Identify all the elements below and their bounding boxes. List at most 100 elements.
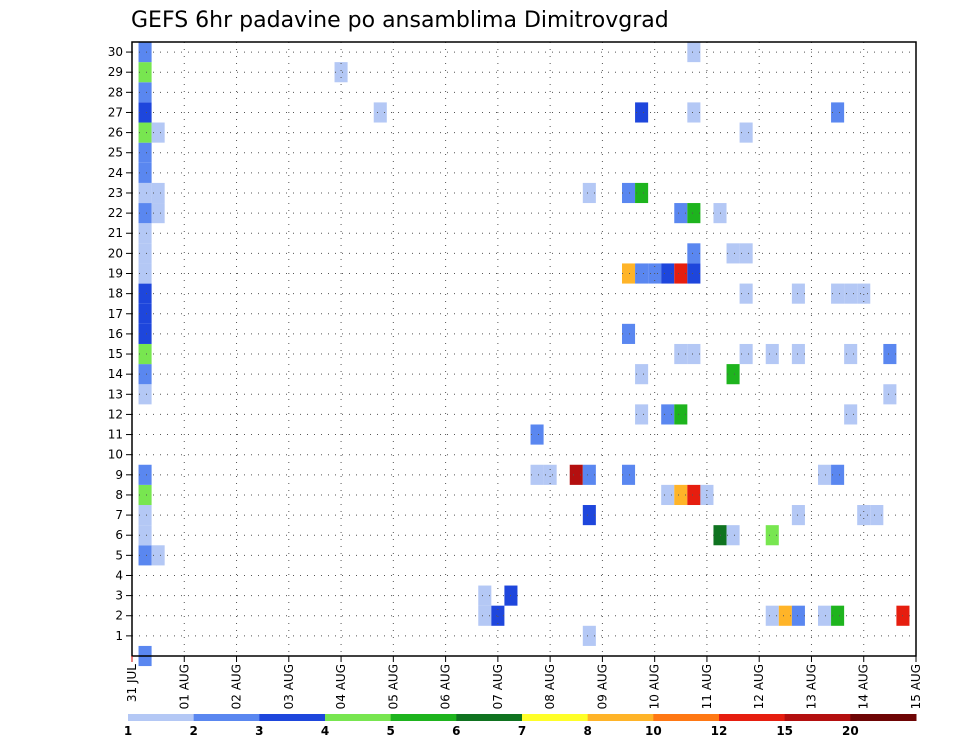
x-tick-label: 04 AUG: [334, 664, 348, 709]
heatmap-cell: [687, 343, 701, 365]
heatmap-cells: [138, 42, 910, 667]
heatmap-cell: [138, 62, 152, 83]
y-tick-label: 21: [108, 226, 123, 240]
heatmap-cell: [883, 343, 897, 365]
heatmap-cell: [138, 364, 152, 385]
heatmap-cell: [138, 384, 152, 405]
heatmap-cell: [791, 343, 805, 365]
heatmap-cell: [138, 182, 152, 204]
heatmap-cell: [687, 484, 701, 506]
x-tick-label: 12 AUG: [752, 664, 766, 709]
heatmap-cell: [582, 464, 596, 485]
heatmap-cell: [569, 464, 583, 485]
heatmap-cell: [622, 263, 636, 284]
x-tick-label: 15 AUG: [909, 664, 923, 709]
x-tick-label: 03 AUG: [282, 664, 296, 709]
colorbar-label: 20: [842, 724, 859, 738]
heatmap-cell: [674, 203, 688, 224]
heatmap-cell: [635, 364, 649, 385]
heatmap-cell: [138, 484, 152, 506]
x-tick-label: 06 AUG: [439, 664, 453, 709]
gridlines: [131, 42, 917, 656]
colorbar-label: 12: [711, 724, 728, 738]
y-tick-label: 12: [108, 407, 123, 421]
heatmap-cell: [582, 505, 596, 526]
colorbar-segment: [259, 714, 326, 721]
x-tick-label: 02 AUG: [230, 664, 244, 709]
colorbar-segment: [719, 714, 786, 721]
heatmap-cell: [831, 605, 845, 626]
heatmap-cell: [857, 505, 871, 526]
heatmap-cell: [831, 102, 845, 123]
y-axis: 1234567891011121314151617181920212223242…: [108, 45, 132, 643]
heatmap-cell: [661, 263, 675, 284]
heatmap-cell: [635, 404, 649, 425]
heatmap-cell: [870, 505, 884, 526]
y-tick-label: 3: [115, 589, 123, 603]
heatmap-cell: [138, 223, 152, 244]
heatmap-cell: [739, 122, 753, 143]
heatmap-cell: [334, 62, 348, 83]
colorbar-segment: [456, 714, 523, 721]
heatmap-cell: [635, 263, 649, 284]
heatmap-cell: [687, 263, 701, 284]
heatmap-cell: [582, 182, 596, 204]
heatmap-cell: [883, 384, 897, 405]
heatmap-cell: [138, 283, 152, 304]
x-tick-label: 11 AUG: [700, 664, 714, 709]
x-tick-label: 10 AUG: [648, 664, 662, 709]
heatmap-cell: [687, 42, 701, 63]
heatmap-cell: [844, 283, 858, 304]
heatmap-cell: [138, 203, 152, 224]
heatmap-cell: [373, 102, 387, 123]
y-tick-label: 16: [108, 327, 123, 341]
heatmap-cell: [791, 505, 805, 526]
heatmap-cell: [491, 605, 505, 626]
heatmap-cell: [674, 343, 688, 365]
colorbar-label: 15: [776, 724, 793, 738]
heatmap-cell: [530, 464, 544, 485]
colorbar-label: 2: [189, 724, 197, 738]
y-tick-label: 8: [115, 488, 123, 502]
heatmap-cell: [151, 203, 165, 224]
colorbar-segment: [390, 714, 457, 721]
y-tick-label: 26: [108, 126, 123, 140]
plot-frame: [131, 41, 917, 657]
heatmap-cell: [818, 464, 832, 485]
heatmap-cell: [818, 605, 832, 626]
heatmap-cell: [138, 142, 152, 163]
heatmap-cell: [138, 343, 152, 365]
heatmap-cell: [622, 323, 636, 344]
y-tick-label: 13: [108, 387, 123, 401]
heatmap-cell: [622, 182, 636, 204]
y-tick-label: 18: [108, 287, 123, 301]
heatmap-cell: [765, 343, 779, 365]
x-tick-label: 14 AUG: [857, 664, 871, 709]
colorbar-label: 1: [124, 724, 132, 738]
heatmap-cell: [844, 343, 858, 365]
colorbar-segment: [653, 714, 720, 721]
heatmap-cell: [138, 243, 152, 264]
colorbar-label: 8: [583, 724, 591, 738]
x-axis: 31 JUL 01 AUG 02 AUG 03 AUG 04 AUG 05 AUG 06 A…: [125, 656, 923, 709]
heatmap-cell: [151, 545, 165, 566]
heatmap-cell: [138, 545, 152, 566]
heatmap-cell: [687, 243, 701, 264]
heatmap-cell: [138, 505, 152, 526]
y-tick-label: 7: [115, 508, 123, 522]
colorbar-label: 5: [386, 724, 394, 738]
x-tick-label: 01 AUG: [177, 664, 191, 709]
colorbar: 1 2 3 4 5 6 7 8 10 12 15 20: [124, 714, 917, 738]
x-tick-label: 31 JUL: [125, 664, 139, 702]
y-tick-label: 24: [108, 166, 123, 180]
heatmap-cell: [778, 605, 792, 626]
colorbar-label: 7: [518, 724, 526, 738]
colorbar-segment: [193, 714, 260, 721]
colorbar-segment: [325, 714, 392, 721]
y-tick-label: 20: [108, 246, 123, 260]
heatmap-cell: [138, 263, 152, 284]
colorbar-segment: [522, 714, 589, 721]
colorbar-label: 4: [321, 724, 329, 738]
y-tick-label: 4: [115, 568, 123, 582]
